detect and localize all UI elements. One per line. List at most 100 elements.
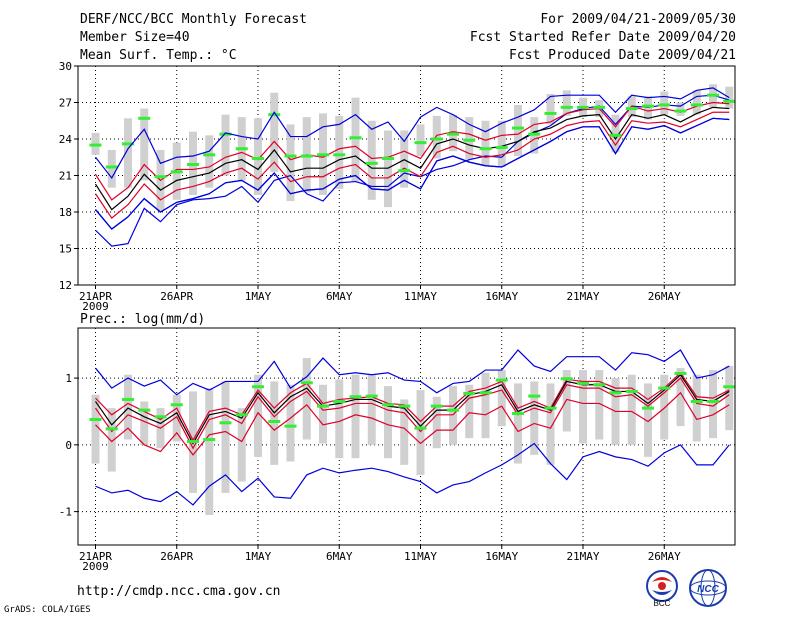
- spread-box: [286, 384, 295, 462]
- x-tick-label: 26APR: [160, 550, 193, 563]
- spread-box: [530, 381, 539, 455]
- spread-box: [432, 115, 441, 159]
- y-tick-label: 0: [65, 439, 72, 452]
- observed-mark: [138, 408, 151, 412]
- observed-mark: [593, 105, 606, 109]
- spread-box: [254, 374, 262, 457]
- observed-mark: [593, 383, 606, 387]
- spread-box: [595, 370, 604, 440]
- spread-box: [562, 370, 571, 432]
- observed-mark: [122, 142, 134, 146]
- spread-box: [205, 388, 214, 515]
- x-tick-label: 1MAY: [245, 550, 272, 563]
- spread-box: [416, 124, 425, 157]
- observed-mark: [365, 394, 378, 398]
- observed-mark: [690, 399, 703, 403]
- spread-box: [546, 93, 555, 125]
- spread-box: [579, 370, 587, 444]
- mean-line: [95, 373, 730, 445]
- observed-mark: [187, 440, 199, 444]
- source-url[interactable]: http://cmdp.ncc.cma.gov.cn: [77, 584, 281, 599]
- observed-mark: [382, 156, 394, 160]
- y-tick-label: 18: [59, 206, 72, 219]
- observed-mark: [365, 161, 378, 165]
- observed-mark: [268, 113, 281, 117]
- spread-box: [172, 394, 181, 442]
- spread-box: [725, 366, 734, 431]
- observed-mark: [447, 132, 459, 136]
- spread-box: [465, 384, 474, 439]
- observed-mark: [252, 156, 264, 160]
- observed-mark: [642, 104, 654, 108]
- observed-mark: [690, 103, 703, 107]
- spread-box: [319, 384, 327, 444]
- x-tick-label: 26MAY: [648, 290, 681, 303]
- observed-mark: [674, 109, 687, 113]
- observed-mark: [154, 175, 167, 179]
- x-year-label: 2009: [82, 300, 109, 313]
- observed-mark: [414, 426, 427, 430]
- observed-mark: [625, 389, 638, 393]
- member-size: Member Size=40: [80, 30, 190, 45]
- spread-box: [107, 149, 116, 188]
- x-tick-label: 11MAY: [404, 290, 437, 303]
- observed-mark: [512, 411, 524, 415]
- observed-mark: [268, 419, 281, 423]
- observed-mark: [284, 424, 297, 428]
- extreme-low-line: [95, 442, 730, 506]
- spread-box: [660, 91, 669, 115]
- observed-mark: [122, 397, 134, 401]
- y-tick-label: -1: [59, 506, 72, 519]
- observed-mark: [463, 138, 476, 142]
- spread-box: [546, 383, 555, 465]
- precip-variable-label: Prec.: log(mm/d): [80, 312, 206, 327]
- observed-mark: [300, 381, 313, 385]
- spread-box: [351, 374, 360, 459]
- spread-box: [416, 390, 425, 475]
- observed-mark: [382, 403, 394, 407]
- max-line: [95, 94, 730, 247]
- bcc-logo: BCC: [646, 570, 678, 608]
- observed-mark: [463, 391, 476, 395]
- observed-mark: [479, 147, 492, 151]
- observed-mark: [479, 391, 492, 395]
- x-tick-label: 6MAY: [326, 550, 353, 563]
- observed-mark: [349, 136, 362, 140]
- observed-mark: [235, 413, 248, 417]
- observed-mark: [528, 132, 541, 136]
- spread-box: [205, 135, 214, 188]
- spread-box: [692, 90, 701, 115]
- observed-mark: [560, 377, 573, 381]
- spread-box: [140, 401, 149, 445]
- observed-mark: [430, 137, 443, 141]
- spread-box: [107, 408, 116, 472]
- x-tick-label: 26MAY: [648, 550, 681, 563]
- variable-label: Mean Surf. Temp.: °C: [80, 48, 237, 63]
- spread-box: [302, 358, 311, 440]
- ncc-logo-text: NCC: [697, 584, 719, 595]
- spread-box: [384, 130, 392, 208]
- observed-mark: [89, 143, 102, 147]
- start-date: Fcst Started Refer Date 2009/04/20: [469, 30, 736, 45]
- y-tick-label: 24: [59, 133, 73, 146]
- observed-mark: [495, 378, 508, 382]
- spread-box: [367, 120, 376, 200]
- observed-mark: [398, 169, 411, 173]
- observed-mark: [723, 385, 736, 389]
- spread-box: [384, 386, 392, 459]
- observed-mark: [674, 371, 687, 375]
- x-tick-label: 6MAY: [326, 290, 353, 303]
- panel-2: 21APR 26APR 1MAY 6MAY 11MAY 16MAY 21MAY 26MAY 20…: [59, 327, 736, 573]
- produced-date: Fcst Produced Date 2009/04/21: [509, 48, 736, 63]
- observed-mark: [577, 381, 589, 385]
- spread-box: [237, 408, 246, 482]
- observed-mark: [170, 403, 183, 407]
- spread-box: [335, 379, 344, 459]
- lower-line: [95, 377, 730, 450]
- spread-box: [432, 396, 441, 449]
- spread-box: [481, 372, 490, 439]
- observed-mark: [560, 105, 573, 109]
- upper-extreme-line: [95, 87, 730, 180]
- chart-title: DERF/NCC/BCC Monthly Forecast: [80, 12, 307, 27]
- y-tick-label: 15: [59, 243, 72, 256]
